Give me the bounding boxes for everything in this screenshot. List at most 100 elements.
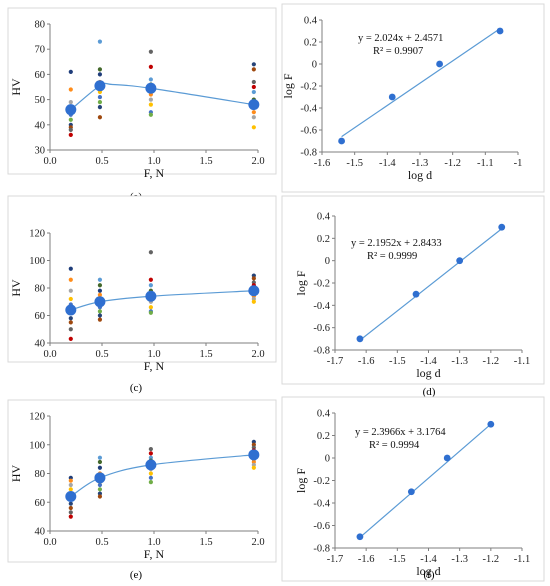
chart-e-frame: [7, 399, 277, 563]
chart-a-data-point: [68, 69, 73, 74]
chart-c-x-tick-label: 1.0: [147, 349, 160, 360]
chart-b-x-tick-label: -1.5: [346, 158, 363, 169]
chart-d-y-tick-label: 0: [325, 256, 330, 267]
chart-c-data-point: [68, 266, 73, 271]
chart-f-fit-line: [359, 423, 492, 538]
chart-c-caption: (c): [130, 382, 143, 394]
chart-e-x-tick-label: 1.0: [147, 537, 160, 548]
chart-f-r-squared: R² = 0.9994: [369, 440, 420, 451]
chart-a-data-point: [148, 102, 153, 107]
chart-c-data-point: [97, 277, 103, 282]
chart-d-x-tick-label: -1.1: [514, 356, 531, 367]
chart-c-data-point: [68, 327, 73, 332]
chart-f-y-axis-title: log F: [294, 468, 308, 493]
chart-e-y-tick-label: 80: [35, 469, 46, 480]
chart-c-data-point: [148, 250, 153, 255]
chart-b-frame: [281, 3, 545, 193]
chart-a-data-point: [68, 100, 73, 105]
chart-d-x-tick-label: -1.7: [327, 356, 344, 367]
chart-b-x-tick-label: -1: [514, 158, 523, 169]
chart-d-data-point: [356, 335, 364, 343]
chart-e-data-point: [251, 439, 256, 444]
chart-a-data-point: [148, 77, 153, 82]
chart-a-data-point: [97, 105, 103, 110]
chart-a-data-point: [68, 117, 73, 122]
chart-f-x-tick-label: -1.3: [451, 554, 468, 565]
chart-d-x-axis-title: log d: [416, 366, 440, 380]
chart-a-data-point: [251, 89, 256, 95]
chart-b-x-axis-title: log d: [408, 168, 432, 182]
chart-d-equation: y = 2.1952x + 2.8433: [351, 238, 442, 249]
chart-d-data-point: [498, 223, 506, 231]
chart-b-fit-line: [341, 28, 501, 138]
chart-d-y-tick-label: -0.6: [313, 323, 330, 334]
chart-c-data-point: [68, 296, 73, 302]
chart-a-y-tick-label: 30: [35, 146, 46, 157]
chart-a-data-point: [97, 100, 103, 105]
chart-c-data-point: [97, 317, 103, 322]
chart-c-y-axis-title: HV: [9, 279, 23, 297]
chart-a-mean-point: [145, 82, 157, 94]
chart-e-x-tick-label: 0.0: [43, 537, 56, 548]
chart-d-y-tick-label: -0.8: [313, 346, 330, 357]
chart-f-y-tick-label: 0.4: [317, 409, 331, 420]
chart-f-data-point: [487, 420, 495, 428]
chart-c-frame: [7, 195, 277, 363]
chart-a-data-point: [97, 67, 103, 72]
chart-e-x-tick-label: 1.5: [199, 537, 212, 548]
chart-a-x-tick-label: 2.0: [251, 156, 264, 167]
chart-f-y-tick-label: 0: [325, 454, 330, 465]
chart-f-data-point: [356, 533, 364, 541]
chart-e-data-point: [251, 465, 256, 470]
chart-e-data-point: [97, 491, 103, 496]
chart-f-x-tick-label: -1.7: [327, 554, 344, 565]
chart-c-data-point: [148, 283, 153, 288]
chart-a-mean-point: [94, 80, 106, 92]
chart-c-y-tick-label: 100: [29, 256, 45, 267]
chart-a-y-tick-label: 40: [35, 120, 46, 131]
chart-b-x-tick-label: -1.1: [477, 158, 494, 169]
chart-f-data-point: [407, 488, 415, 496]
chart-d-x-tick-label: -1.5: [389, 356, 406, 367]
chart-b-y-axis-title: log F: [281, 73, 295, 98]
chart-f-caption: (f): [424, 569, 435, 581]
chart-e-x-tick-label: 0.5: [95, 537, 108, 548]
chart-a-y-tick-label: 80: [35, 20, 46, 31]
chart-e-mean-point: [65, 491, 77, 502]
chart-a-data-point: [148, 64, 153, 69]
chart-d-y-tick-label: 0.2: [317, 234, 330, 245]
chart-f-x-tick-label: -1.5: [389, 554, 406, 565]
chart-d-x-tick-label: -1.4: [420, 356, 437, 367]
chart-c-data-point: [68, 277, 73, 282]
chart-a-data-point: [148, 49, 153, 54]
chart-e-mean-point: [248, 449, 260, 461]
chart-c-data-point: [251, 299, 256, 304]
chart-f-x-tick-label: -1.1: [514, 554, 531, 565]
chart-e-data-point: [148, 471, 153, 476]
chart-e-y-tick-label: 60: [35, 498, 46, 509]
chart-a-data-point: [97, 115, 103, 120]
chart-a-data-point: [251, 79, 256, 85]
chart-d-data-point: [412, 290, 420, 298]
chart-b-data-point: [388, 93, 396, 101]
chart-c-x-axis-title: F, N: [144, 359, 165, 373]
chart-d-fit-line: [359, 228, 503, 341]
chart-b-y-tick-label: -0.4: [300, 104, 317, 115]
chart-b-data-point: [436, 60, 443, 68]
chart-c-trend-line: [70, 290, 254, 311]
chart-c-data-point: [68, 316, 73, 321]
chart-e-data-point: [68, 505, 73, 511]
chart-e-data-point: [97, 459, 103, 465]
chart-c-data-point: [251, 276, 256, 281]
chart-d-caption: (d): [423, 386, 436, 398]
chart-c-mean-point: [248, 285, 260, 297]
chart-e-data-point: [97, 494, 103, 499]
chart-f-equation: y = 2.3966x + 3.1764: [355, 427, 446, 438]
chart-e-data-point: [68, 482, 73, 488]
chart-a-data-point: [68, 87, 73, 92]
chart-f-y-tick-label: -0.8: [313, 544, 330, 555]
chart-c-mean-point: [145, 290, 157, 302]
chart-b-y-tick-label: -0.2: [300, 82, 317, 93]
chart-e-data-point: [148, 455, 153, 460]
